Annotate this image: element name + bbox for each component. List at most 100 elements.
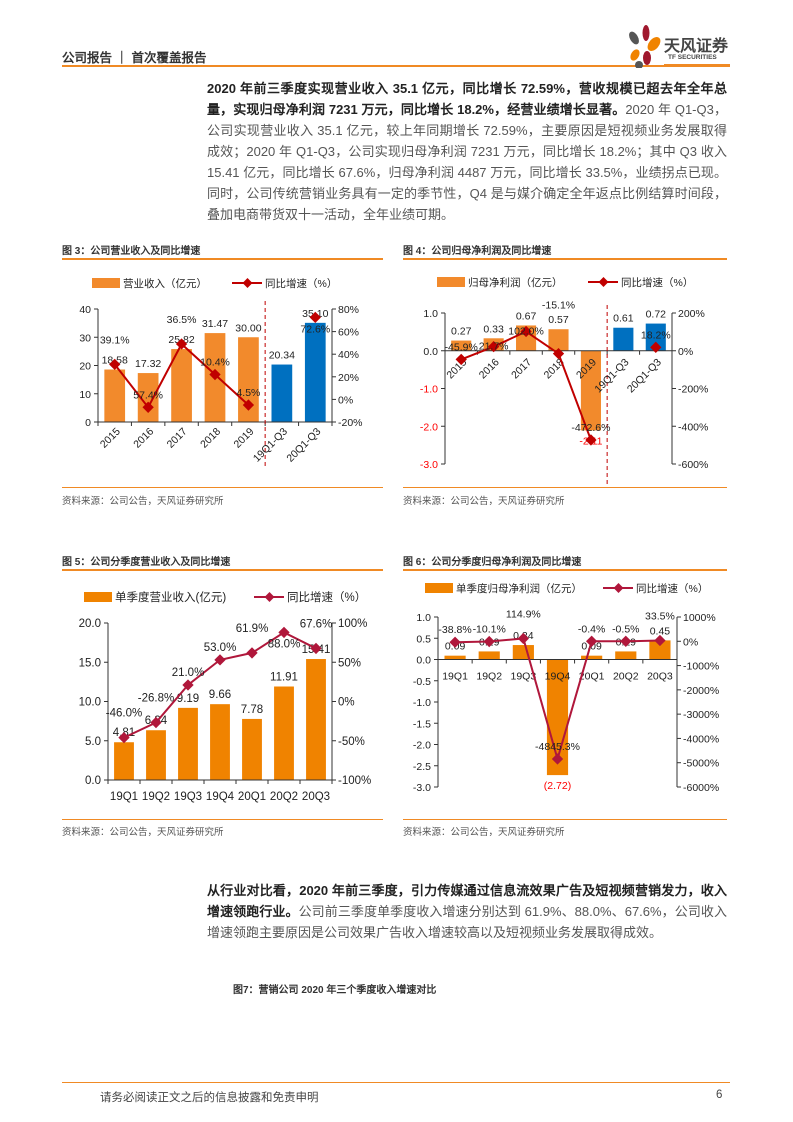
figure-7-title: 图7：营销公司 2020 年三个季度收入增速对比 [233,985,437,996]
figure-3-source: 资料来源：公司公告，天风证券研究所 [62,496,224,507]
bar [274,686,294,780]
paragraph-lead: 2020 年前三季度实现营业收入 35.1 亿元，同比增长 72.59%，营收规… [207,81,727,117]
right-axis-tick-label: -20% [338,417,363,429]
x-axis-label: 19Q4 [206,791,235,803]
growth-data-label: 57.4% [133,389,163,401]
left-axis-tick-label: 0.0 [85,775,101,787]
left-axis-tick-label: 1.0 [423,308,438,320]
growth-marker [242,399,255,411]
bar [451,340,472,351]
x-axis-label: 2016 [477,356,502,381]
figure-5-bottom-rule [62,819,383,820]
left-axis-tick-label: 10.0 [79,697,101,709]
bar [306,659,326,780]
bar-data-label: 7.78 [241,704,263,716]
legend-line-label: 同比增速（%） [621,276,693,289]
growth-marker [309,311,321,324]
left-axis-tick-label: -3.0 [413,782,431,794]
bar-data-label: 0.72 [646,309,667,321]
left-axis-tick-label: 0.0 [416,655,431,667]
figure-4-title: 图 4：公司归母净利润及同比增速 [403,246,552,257]
growth-marker [278,626,290,639]
growth-marker [585,635,598,647]
growth-marker [150,716,162,729]
right-axis-tick-label: 100% [338,618,367,630]
growth-data-label: -0.4% [578,623,605,635]
growth-data-label: 114.9% [506,608,541,620]
growth-data-label: 102.0% [508,325,544,337]
x-axis-label: 19Q4 [545,671,571,683]
bar [512,645,534,660]
bar-data-label: 30.00 [235,322,261,334]
left-axis-tick-label: -0.5 [413,676,431,688]
bar-data-label: 0.61 [613,313,634,325]
bar-data-label: 0.27 [451,326,472,338]
figure-3-top-rule [62,258,383,260]
right-axis-tick-label: -50% [338,736,365,748]
figure-6-chart: 单季度归母净利润（亿元） 同比增速（%） -3.0 -2.5 -2.0 -1.5 -1.0 -… [413,582,719,794]
bar-data-label: 31.47 [202,318,228,330]
growth-marker [449,636,461,648]
left-axis-tick-label: -2.0 [420,421,438,433]
bar-data-label: 0.67 [516,310,537,322]
bar-data-label: 9.66 [209,689,231,701]
right-axis-tick-label: -600% [678,459,708,471]
x-axis-label: 20Q1 [238,791,266,803]
bar-data-label: 9.19 [177,693,199,705]
left-axis-tick-label: -1.0 [413,697,431,709]
growth-data-label: 53.0% [204,642,237,654]
figure-5-title: 图 5：公司分季度营业收入及同比增速 [62,557,231,568]
figure-5-chart: 单季度营业收入(亿元) 同比增速（%） 0.0 5.0 10.0 15.0 20.0 -100… [79,590,372,803]
left-axis-tick-label: -2.5 [413,761,431,773]
logo-text: 天风证券 [664,38,729,55]
legend-line-marker [242,278,253,288]
x-axis-label: 20Q1 [579,671,605,683]
x-axis-label: 19Q1 [442,671,468,683]
bar [649,640,671,660]
growth-marker [142,401,154,413]
figure-6-title: 图 6：公司分季度归母净利润及同比增速 [403,557,582,568]
right-axis-tick-label: 0% [338,394,353,406]
x-axis-label: 2018 [542,356,567,381]
bar-data-label: 11.91 [270,672,298,684]
logo-petals-icon [629,25,661,69]
bar [104,369,126,422]
growth-data-label: 33.5% [645,610,675,622]
growth-data-label: 72.6% [300,323,330,335]
left-axis-tick-label: -1.0 [420,384,438,396]
legend-line-label: 同比增速（%） [636,582,708,595]
x-axis-label: 20Q1-Q3 [284,426,323,465]
paragraph-lead: 从行业对比看，2020 年前三季度，引力传媒通过信息流效果广告及短视频营销发力，… [207,883,727,919]
left-axis-tick-label: 1.0 [416,612,431,624]
right-axis-tick-label: 0% [338,697,355,709]
growth-data-label: -15.1% [542,300,575,312]
right-axis-tick-label: 1000% [683,612,716,624]
growth-data-label: 39.1% [100,334,130,346]
bar [478,651,500,660]
x-axis-label: 2018 [198,426,223,451]
figure-4-bottom-rule [403,487,727,488]
growth-data-label: -10.1% [473,624,506,636]
bar [581,655,603,660]
bar [444,655,466,660]
tf-securities-logo: 天风证券 TF SECURITIES [622,24,732,69]
page-number: 6 [716,1089,723,1101]
legend-line-label: 同比增速（%） [287,590,366,604]
bar [580,350,601,431]
logo-subtext: TF SECURITIES [668,54,717,61]
growth-data-label: -472.6% [571,422,610,434]
growth-data-label: 10.4% [200,357,230,369]
legend-line-marker [613,583,624,593]
legend-line-marker [264,592,275,602]
right-axis-tick-label: 80% [338,304,359,316]
bar [645,323,666,351]
bar [613,327,634,351]
left-axis-tick-label: -1.5 [413,718,431,730]
growth-data-label: 21.0% [172,667,205,679]
growth-data-label: -46.0% [106,708,142,720]
bar [210,704,230,780]
growth-data-label: 36.5% [167,314,197,326]
x-axis-label: 2016 [131,426,156,451]
growth-data-label: -45.9% [445,341,478,353]
figure-6-top-rule [403,569,727,571]
